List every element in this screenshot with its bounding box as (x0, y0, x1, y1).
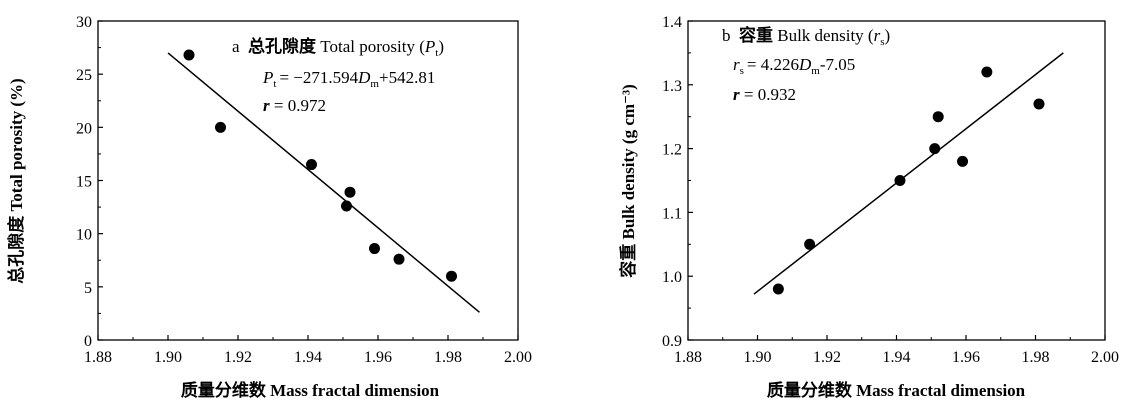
correlation-coefficient: r = 0.972 (263, 96, 326, 115)
y-axis-label: 容重 Bulk density (g cm⁻³) (618, 84, 638, 278)
y-tick-label: 1.4 (662, 14, 682, 31)
panel-label: b (722, 26, 731, 45)
data-point (393, 253, 405, 265)
data-point (1033, 98, 1045, 110)
y-tick-label: 1.3 (662, 78, 682, 95)
x-tick-label: 1.98 (434, 349, 462, 366)
x-tick-label: 1.92 (224, 349, 252, 366)
data-point (804, 238, 816, 250)
panel-title: a 总孔隙度 Total porosity (Pt) (232, 36, 444, 59)
title-subscript: t (435, 47, 438, 59)
data-point (957, 155, 969, 167)
x-axis-label: 质量分维数 Mass fractal dimension (767, 380, 1026, 400)
x-tick-label: 1.96 (364, 349, 392, 366)
x-tick-label: 1.92 (813, 349, 841, 366)
x-tick-label: 1.98 (1022, 349, 1050, 366)
title-en: Total porosity (320, 37, 415, 56)
data-point (932, 111, 944, 123)
x-tick-label: 1.88 (84, 349, 112, 366)
chart-panel-a: 1.88 1.90 1.92 1.94 1.96 1.98 2.00 0 5 10 15 20 25 30… (6, 14, 532, 400)
x-tick-label: 2.00 (1091, 349, 1119, 366)
data-point (929, 143, 941, 155)
chart-panel-b: 1.88 1.90 1.92 1.94 1.96 1.98 2.00 0.9 1.0 1.1 1.2… (618, 14, 1119, 400)
title-symbol: r (874, 26, 881, 45)
x-axis-label: 质量分维数 Mass fractal dimension (181, 380, 440, 400)
x-tick-label: 1.90 (744, 349, 772, 366)
x-tick-label: 2.00 (504, 349, 532, 366)
data-point (341, 200, 352, 212)
y-tick-label: 0.9 (662, 333, 682, 350)
regression-line (167, 52, 480, 313)
fit-equation: Pt = −271.594Dm+542.81 (262, 68, 435, 90)
y-axis-label: 总孔隙度 Total porosity (%) (6, 78, 26, 283)
x-tick-label: 1.94 (883, 349, 911, 366)
x-tick-label: 1.88 (674, 349, 702, 366)
y-tick-label: 10 (76, 227, 92, 244)
data-point (369, 243, 380, 255)
panel-title: b 容重 Bulk density (rs) (722, 25, 890, 48)
data-point (183, 49, 195, 61)
y-tick-label: 25 (76, 67, 92, 84)
y-tick-label: 20 (76, 120, 92, 137)
y-tick-label: 1.0 (662, 269, 682, 286)
panel-label: a (232, 37, 240, 56)
regression-line (753, 52, 1064, 295)
y-tick-label: 1.2 (662, 142, 682, 159)
y-tick-label: 15 (76, 174, 92, 191)
y-tick-label: 0 (84, 333, 92, 350)
y-tick-label: 5 (84, 280, 92, 297)
y-tick-label: 1.1 (662, 205, 682, 222)
data-point (981, 66, 993, 78)
y-tick-label: 30 (76, 14, 92, 31)
title-cn: 容重 (739, 25, 773, 45)
correlation-coefficient: r = 0.932 (733, 85, 796, 104)
data-point (215, 121, 226, 133)
data-point (306, 159, 317, 171)
x-tick-label: 1.90 (154, 349, 182, 366)
x-tick-label: 1.94 (294, 349, 322, 366)
data-point (894, 175, 906, 186)
title-symbol: P (424, 37, 435, 56)
x-tick-label: 1.96 (952, 349, 980, 366)
data-point (344, 186, 356, 198)
title-cn: 总孔隙度 (248, 36, 317, 56)
data-point (772, 283, 784, 295)
title-en: Bulk density (777, 26, 864, 45)
data-point (446, 270, 457, 282)
title-subscript: s (880, 36, 884, 48)
fit-equation: rs = 4.226Dm-7.05 (733, 55, 855, 77)
